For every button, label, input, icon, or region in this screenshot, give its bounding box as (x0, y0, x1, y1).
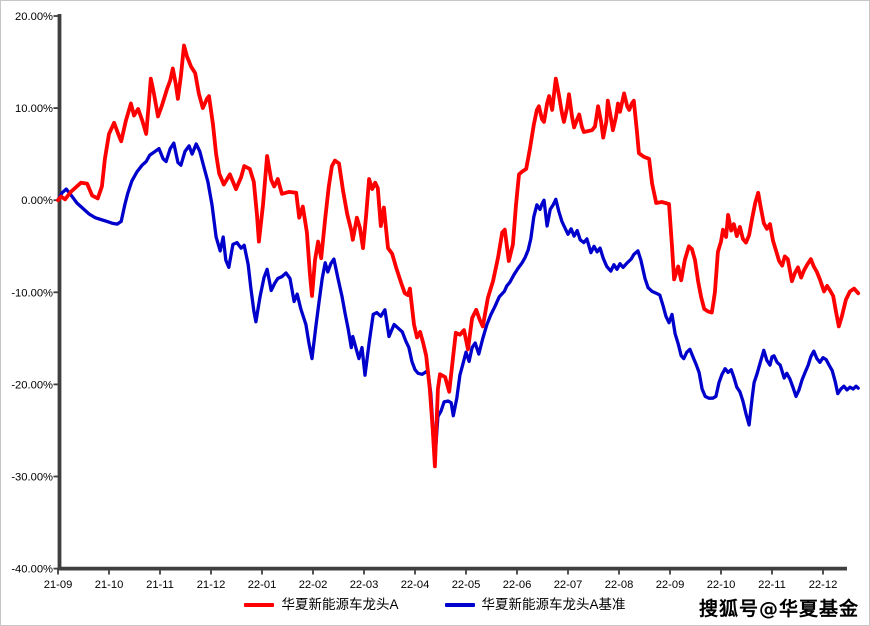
x-axis-label: 22-05 (452, 579, 481, 591)
watermark-sohu: 搜狐号@华夏基金 (698, 598, 859, 620)
x-axis-label: 22-12 (809, 579, 838, 591)
x-axis-label: 22-03 (350, 579, 379, 591)
y-axis-label: 20.00% (15, 11, 53, 23)
x-axis-label: 21-11 (146, 579, 174, 591)
y-axis-label: -30.00% (11, 472, 53, 484)
y-axis-label: -10.00% (11, 287, 53, 299)
x-axis-label: 22-04 (401, 579, 430, 591)
y-axis-label: -40.00% (11, 564, 53, 576)
x-axis-label: 22-10 (707, 579, 736, 591)
x-axis-label: 21-09 (44, 579, 73, 591)
x-axis-label: 22-02 (299, 579, 328, 591)
x-axis-label: 21-12 (197, 579, 226, 591)
x-axis-label: 22-11 (758, 579, 786, 591)
x-axis-label: 21-10 (95, 579, 124, 591)
x-axis-label: 22-07 (554, 579, 583, 591)
x-axis-label: 22-01 (248, 579, 277, 591)
x-axis-label: 22-08 (605, 579, 634, 591)
x-axis-label: 22-06 (503, 579, 532, 591)
y-axis-label: -20.00% (11, 379, 53, 391)
series-line-0 (56, 43, 861, 469)
y-axis-label: 10.00% (15, 103, 53, 115)
x-axis-label: 22-09 (656, 579, 685, 591)
series-line-1 (56, 141, 860, 461)
y-axis-label: 0.00% (21, 195, 53, 207)
